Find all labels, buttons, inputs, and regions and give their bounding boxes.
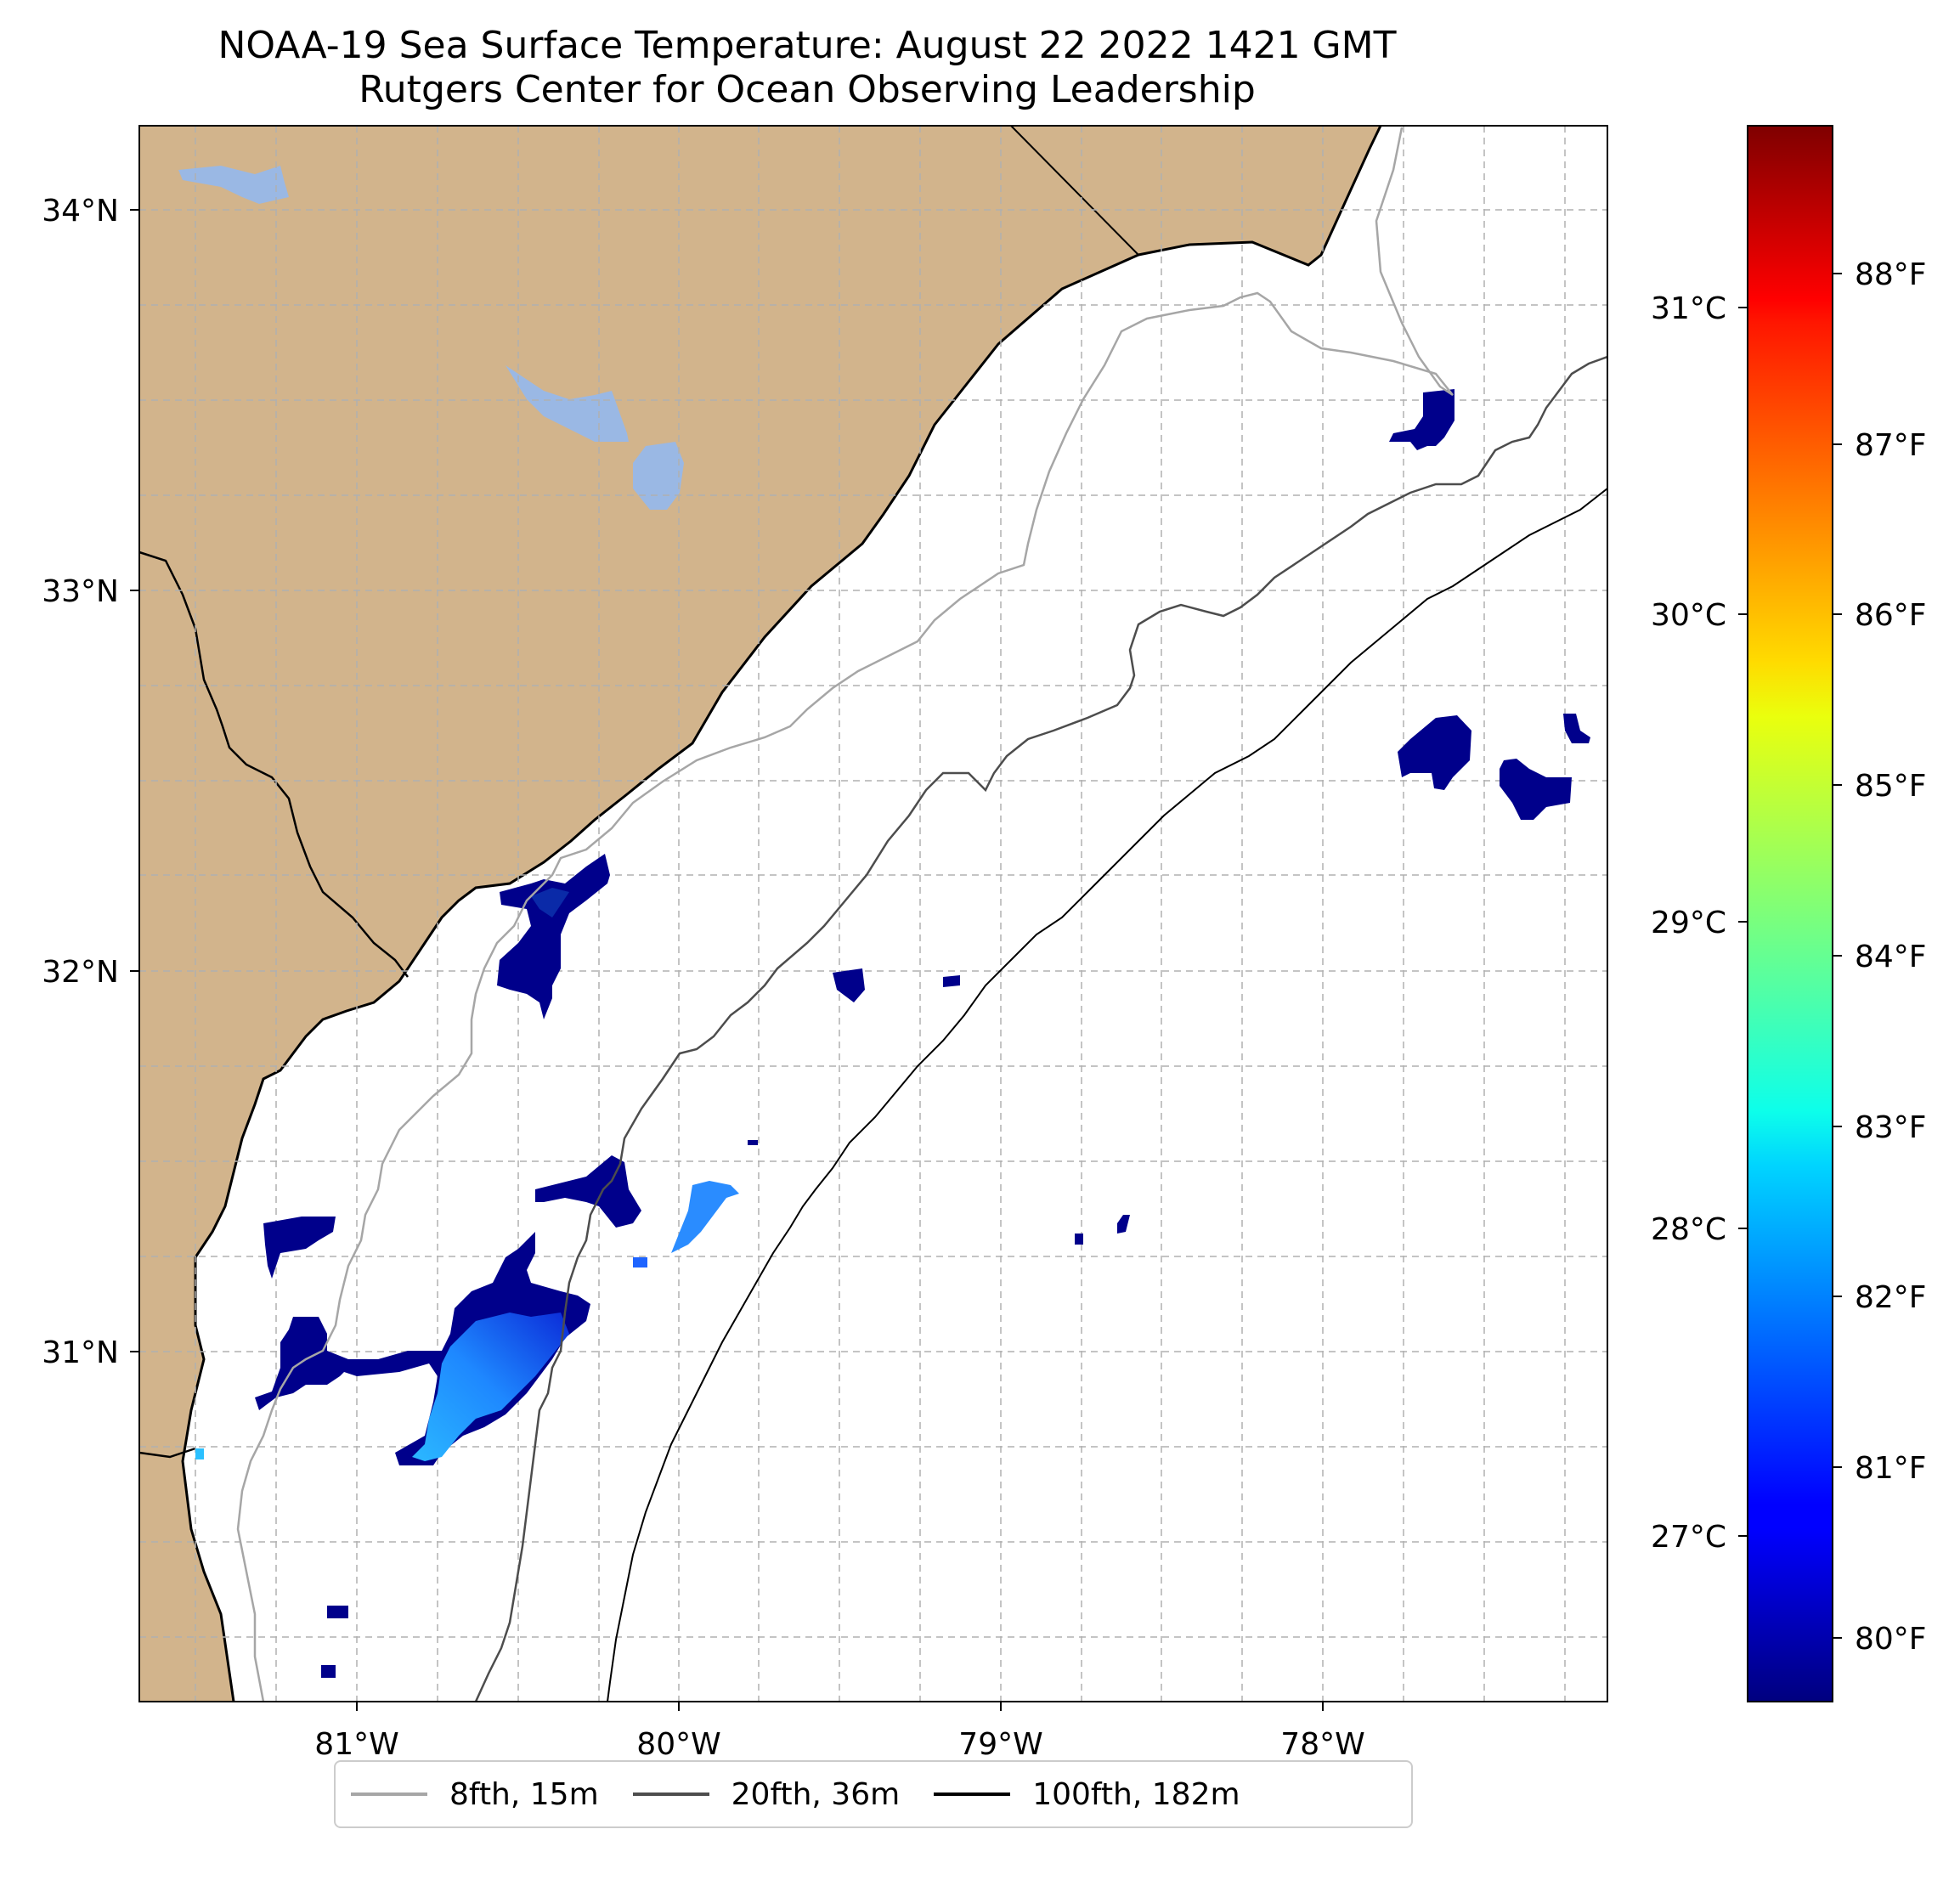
- legend-label: 8fth, 15m: [449, 1776, 599, 1812]
- legend-item-20fth: 20fth, 36m: [632, 1776, 901, 1812]
- colorbar-celsius-label: 29°C: [1651, 906, 1726, 940]
- land-area: [139, 126, 1381, 1702]
- sst-patch: [1075, 1234, 1083, 1245]
- y-axis-ticks: [130, 209, 139, 1352]
- legend-line-swatch: [934, 1792, 1011, 1796]
- sst-patch: [943, 975, 960, 987]
- sst-patch-warm: [412, 1313, 569, 1461]
- lat-tick-label: 33°N: [42, 574, 119, 609]
- sst-patch: [833, 968, 865, 1002]
- colorbar-fahrenheit-ticks: [1833, 273, 1842, 1639]
- lon-tick-label: 78°W: [1280, 1727, 1364, 1762]
- map-title: NOAA-19 Sea Surface Temperature: August …: [217, 24, 1397, 67]
- sst-patch: [1500, 759, 1572, 820]
- sst-patch: [327, 1606, 348, 1618]
- sst-patch: [531, 888, 569, 917]
- colorbar: [1747, 125, 1833, 1702]
- colorbar-fahrenheit-label: 81°F: [1855, 1451, 1927, 1486]
- nc-sc-border: [1010, 126, 1139, 256]
- sst-patch: [497, 854, 610, 1019]
- isobath-legend: 8fth, 15m 20fth, 36m 100fth, 182m: [334, 1760, 1413, 1828]
- colorbar-fahrenheit-label: 88°F: [1855, 257, 1927, 292]
- sst-patch: [263, 1217, 336, 1279]
- x-axis-ticks: [356, 1702, 1324, 1711]
- colorbar-fahrenheit-label: 82°F: [1855, 1280, 1927, 1315]
- isobath-100fth: [607, 488, 1607, 1702]
- lat-tick-label: 31°N: [42, 1335, 119, 1370]
- sst-patch: [1117, 1215, 1130, 1234]
- colorbar-fahrenheit-label: 85°F: [1855, 769, 1927, 804]
- lake-marion: [178, 166, 289, 204]
- colorbar-celsius-label: 31°C: [1651, 291, 1726, 326]
- sst-patch: [1563, 714, 1590, 743]
- map-frame: [138, 125, 1608, 1702]
- isobath-8fth: [236, 127, 1454, 1702]
- colorbar-fahrenheit-label: 83°F: [1855, 1110, 1927, 1145]
- isobath-20fth: [474, 355, 1607, 1702]
- lake-moultrie-2: [633, 442, 684, 510]
- sst-patch-warm: [195, 1448, 204, 1459]
- colorbar-celsius-label: 28°C: [1651, 1212, 1726, 1247]
- legend-item-8fth: 8fth, 15m: [351, 1777, 599, 1812]
- colorbar-celsius-ticks: [1738, 307, 1748, 1537]
- lon-tick-label: 80°W: [636, 1727, 720, 1762]
- lat-tick-label: 34°N: [42, 194, 119, 229]
- legend-label: 100fth, 182m: [1032, 1776, 1240, 1812]
- colorbar-celsius-label: 30°C: [1651, 598, 1726, 633]
- lon-tick-label: 81°W: [314, 1727, 398, 1762]
- legend-label: 20fth, 36m: [731, 1776, 901, 1812]
- sst-patch: [748, 1140, 758, 1145]
- legend-item-100fth: 100fth, 182m: [934, 1777, 1240, 1812]
- map-subtitle: Rutgers Center for Ocean Observing Leade…: [359, 68, 1256, 111]
- sst-patches: [195, 389, 1590, 1678]
- sst-patch: [1398, 715, 1471, 790]
- map-gridlines: [139, 126, 1607, 1702]
- ga-fl-border: [139, 1447, 196, 1459]
- lat-tick-label: 32°N: [42, 955, 119, 990]
- colorbar-fahrenheit-label: 84°F: [1855, 940, 1927, 974]
- colorbar-fahrenheit-label: 80°F: [1855, 1622, 1927, 1657]
- sst-patch-warm: [671, 1181, 739, 1253]
- sst-patch: [321, 1665, 336, 1678]
- colorbar-fahrenheit-label: 86°F: [1855, 598, 1927, 633]
- sst-patch: [633, 1257, 647, 1267]
- colorbar-celsius-label: 27°C: [1651, 1520, 1726, 1555]
- lon-tick-label: 79°W: [958, 1727, 1042, 1762]
- sst-patch: [255, 1232, 590, 1465]
- state-border: [139, 550, 409, 978]
- lake-moultrie: [506, 365, 629, 442]
- colorbar-fahrenheit-label: 87°F: [1855, 428, 1927, 463]
- legend-line-swatch: [351, 1792, 427, 1796]
- sst-patch: [1389, 389, 1454, 450]
- legend-line-swatch: [632, 1792, 709, 1796]
